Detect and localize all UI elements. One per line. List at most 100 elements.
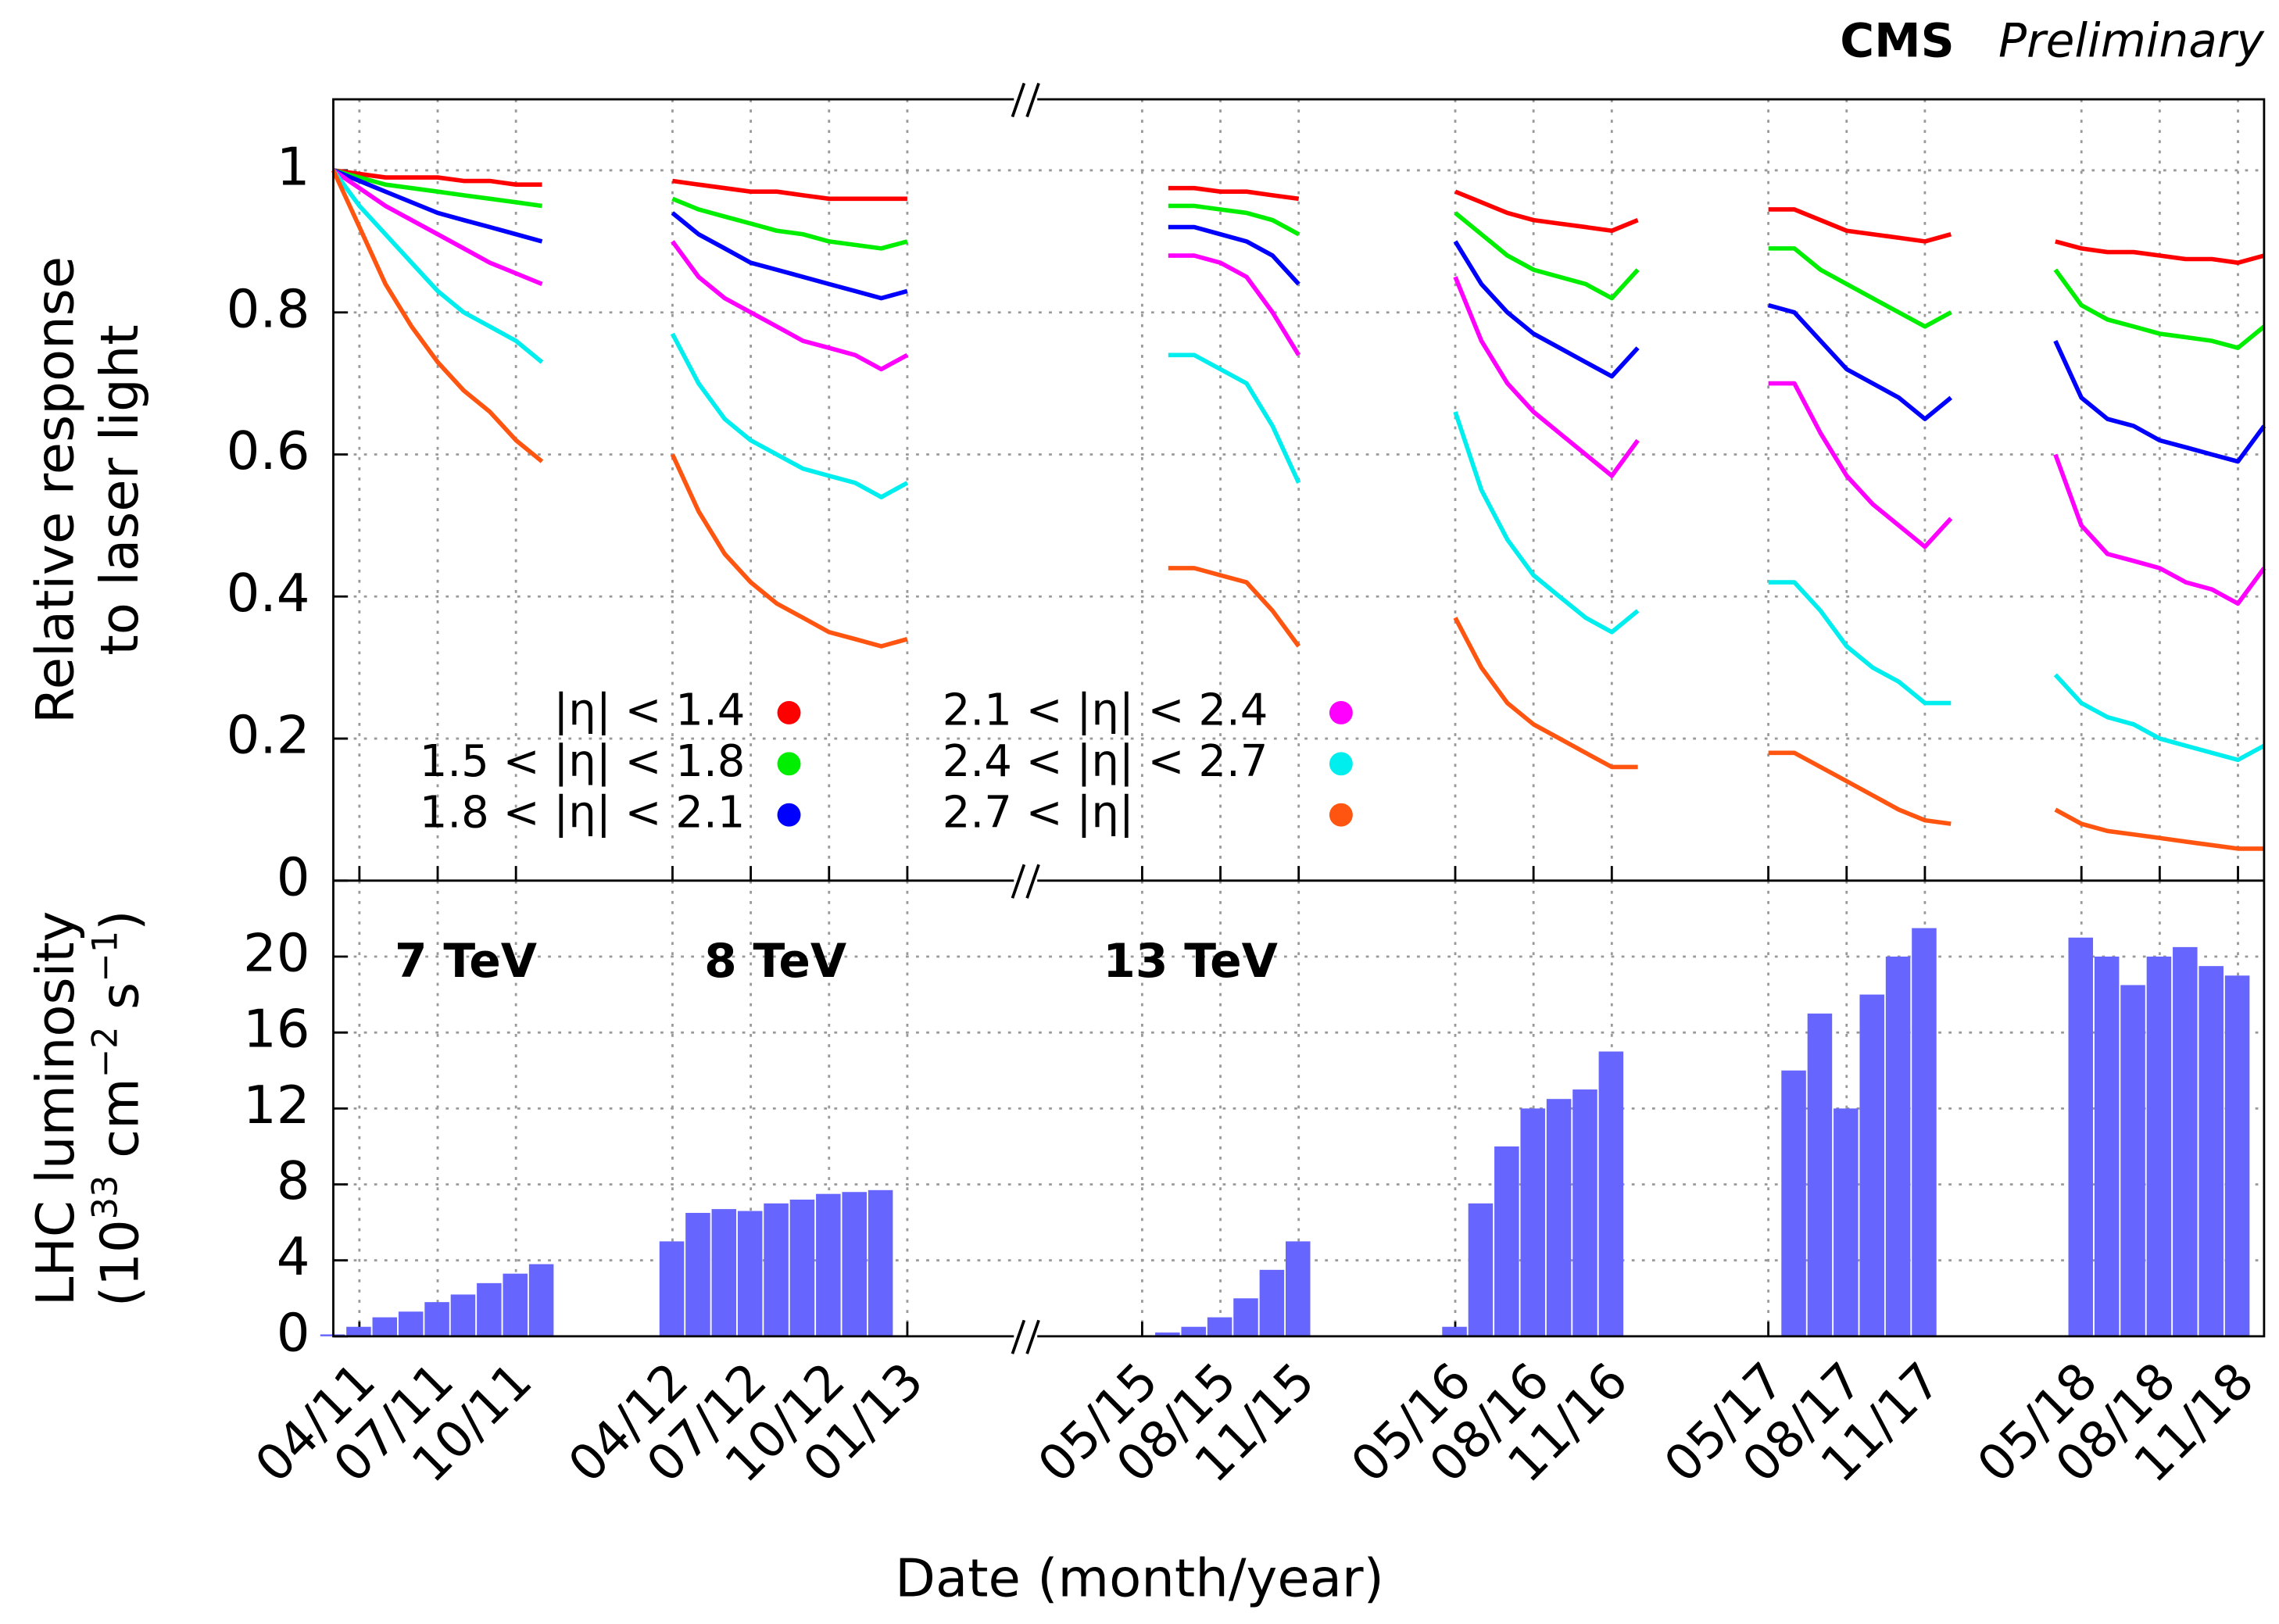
bar (372, 1317, 398, 1336)
legend-label: 1.5 < |η| < 1.8 (420, 736, 746, 787)
annotation: 8 TeV (704, 935, 846, 989)
bar (2094, 957, 2120, 1336)
legend-marker (1329, 752, 1353, 776)
bar (1834, 1108, 1859, 1336)
bar (1155, 1332, 1180, 1336)
bar (842, 1192, 867, 1336)
bar (503, 1273, 528, 1336)
bar (685, 1212, 710, 1336)
bar (2199, 966, 2224, 1336)
axis-break (1011, 82, 1040, 1354)
bar (1859, 994, 1884, 1336)
bar (1468, 1203, 1494, 1336)
bar (1442, 1326, 1467, 1336)
y-axis-label-part: ) (89, 910, 150, 931)
bar (2146, 957, 2172, 1336)
y-tick-label: 20 (243, 923, 310, 984)
break-mark (1025, 82, 1040, 118)
legend-label: |η| < 1.4 (553, 685, 745, 736)
legend-marker (777, 700, 801, 724)
bar (711, 1209, 737, 1336)
y-axis-label-part: cm (89, 1078, 150, 1175)
legend-marker (1329, 700, 1353, 724)
legend-marker (777, 752, 801, 776)
break-mark (1025, 864, 1040, 899)
legend-label: 2.1 < |η| < 2.4 (943, 685, 1268, 736)
y-tick-label: 0.8 (227, 278, 310, 339)
bar (868, 1189, 893, 1336)
legend-marker (777, 803, 801, 827)
y-tick-label: 0 (277, 1302, 310, 1363)
bar (398, 1311, 424, 1336)
bar (1781, 1070, 1806, 1336)
bar (1546, 1099, 1572, 1336)
frame (332, 98, 2266, 1338)
bar (1572, 1089, 1597, 1336)
bar (1598, 1051, 1624, 1336)
bar (789, 1199, 815, 1336)
y-axis-label-part: LHC luminosity (25, 911, 86, 1307)
plot-area: 0 0.2 0.4 0.6 0.8 1 Relative response to laser … (25, 99, 2266, 1493)
bar (2068, 937, 2094, 1336)
bar (450, 1294, 476, 1336)
bar (2224, 975, 2250, 1336)
bar (1233, 1298, 1258, 1336)
bar (1807, 1013, 1833, 1336)
y-tick-label: 0.6 (227, 420, 310, 481)
y-axis-label-part: s (89, 982, 150, 1026)
y-axis-label-part: −2 (84, 1026, 125, 1078)
chart-title: CMS (1840, 15, 1954, 69)
bar (528, 1264, 554, 1336)
bar (1181, 1326, 1206, 1336)
data-line (331, 168, 2266, 606)
y-tick-label: 0.4 (227, 563, 310, 624)
bar (1494, 1146, 1519, 1336)
data-line (331, 169, 2264, 851)
break-mark (1025, 1319, 1040, 1354)
bar (1259, 1269, 1285, 1336)
y-tick-label: 1 (277, 137, 310, 198)
bar (1912, 928, 1937, 1336)
y-tick-label: 8 (277, 1150, 310, 1211)
x-axis-label: Date (month/year) (895, 1547, 1384, 1608)
y-tick-label: 12 (243, 1075, 310, 1136)
y-axis-label: (1033 cm−2 s−1) (84, 910, 150, 1307)
bar (477, 1282, 502, 1336)
legend-marker (1329, 803, 1353, 827)
bar (2120, 985, 2145, 1336)
break-mark (1011, 1319, 1026, 1354)
data-line (332, 168, 2266, 350)
bar (1885, 957, 1911, 1336)
bar (659, 1241, 685, 1336)
y-axis-label-part: −1 (84, 931, 125, 982)
data-line (333, 168, 2265, 265)
annotation: 7 TeV (395, 935, 537, 989)
y-tick-label: 4 (277, 1226, 310, 1287)
break-mark (1011, 82, 1026, 118)
y-axis-label: LHC luminosity (25, 911, 86, 1307)
y-axis-label: to laser light (89, 324, 150, 655)
bar (737, 1211, 763, 1336)
bar (346, 1326, 371, 1336)
y-tick-label: 16 (243, 999, 310, 1060)
y-axis-label: Relative response (25, 256, 86, 724)
data-line (332, 168, 2266, 464)
break-mark (1011, 864, 1026, 899)
annotation: 13 TeV (1103, 935, 1278, 989)
bar (2173, 946, 2198, 1336)
legend-label: 1.8 < |η| < 2.1 (420, 787, 746, 838)
y-tick-label: 0 (277, 846, 310, 907)
bar (424, 1302, 449, 1336)
y-axis-label-part: (10 (89, 1219, 150, 1307)
legend-label: 2.4 < |η| < 2.7 (943, 736, 1268, 787)
bar (1285, 1241, 1311, 1336)
data-line (331, 169, 2266, 763)
bar (816, 1193, 841, 1336)
bar (764, 1203, 789, 1336)
y-tick-label: 0.2 (227, 705, 310, 766)
bar (1207, 1317, 1233, 1336)
y-axis-label-part: 33 (84, 1175, 125, 1219)
bar (1520, 1108, 1545, 1336)
